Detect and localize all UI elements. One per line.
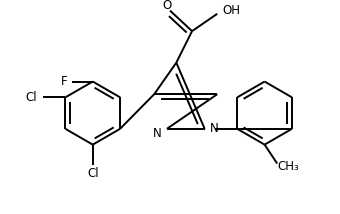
- Text: O: O: [162, 0, 171, 12]
- Text: Cl: Cl: [26, 91, 37, 104]
- Text: Cl: Cl: [87, 167, 99, 180]
- Text: CH₃: CH₃: [277, 160, 299, 173]
- Text: N: N: [210, 122, 219, 135]
- Text: F: F: [61, 75, 68, 88]
- Text: N: N: [153, 127, 162, 140]
- Text: OH: OH: [222, 4, 240, 17]
